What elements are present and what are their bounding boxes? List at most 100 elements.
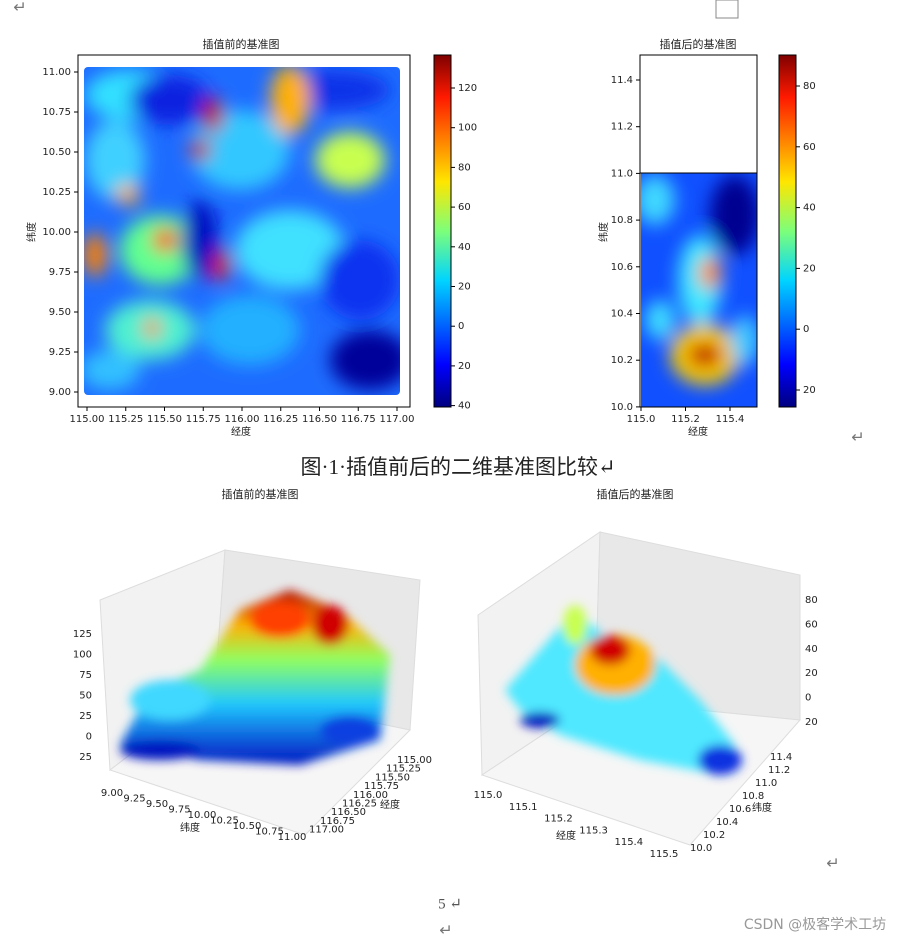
y-tick-label: 10.8 (611, 215, 633, 226)
y-tick-label: 115.50 (375, 772, 410, 783)
y-tick-label: 10.2 (611, 355, 633, 366)
x-label: 经度 (688, 425, 708, 438)
z-tick-label: 25 (79, 711, 92, 722)
y-tick-label: 10.25 (42, 187, 71, 198)
colorbar-tick-label: 60 (458, 202, 471, 213)
y-tick-label: 117.00 (309, 825, 344, 836)
x-tick-label: 117.00 (380, 414, 415, 425)
x-tick-label: 10.25 (210, 816, 239, 827)
colorbar (433, 54, 452, 408)
y-tick-label: 9.75 (49, 267, 71, 278)
y-tick-label: 115.75 (364, 781, 399, 792)
x-tick-label: 115.0 (474, 790, 503, 801)
x-tick-label: 115.0 (627, 414, 656, 425)
surface-3d (477, 531, 802, 846)
colorbar-tick-label: 20 (458, 361, 471, 372)
y-tick-label: 10.00 (42, 227, 71, 238)
caption: 图·1·插值前后的二维基准图比较↵ (300, 455, 615, 479)
y-tick-label: 10.4 (611, 309, 633, 320)
y-tick-label: 116.00 (353, 790, 388, 801)
paragraph-mark: ↵ (13, 0, 26, 17)
heatmap (641, 173, 757, 407)
z-tick-label: 20 (805, 717, 818, 728)
y-tick-label: 10.6 (729, 804, 751, 815)
watermark: CSDN @极客学术工坊 (744, 916, 886, 933)
paragraph-mark: ↵ (826, 854, 839, 873)
x-tick-label: 115.75 (186, 414, 221, 425)
colorbar-tick-label: 20 (458, 282, 471, 293)
x-tick-label: 115.1 (509, 802, 538, 813)
y-tick-label: 116.75 (320, 816, 355, 827)
z-tick-label: 100 (73, 650, 92, 661)
x-label: 经度 (556, 829, 576, 842)
z-tick-label: 25 (79, 752, 92, 763)
paragraph-mark: ↵ (439, 921, 452, 940)
x-tick-label: 116.00 (225, 414, 260, 425)
x-tick-label: 11.00 (278, 832, 307, 843)
z-tick-label: 50 (79, 691, 92, 702)
y-label: 纬度 (25, 222, 38, 242)
x-tick-label: 116.75 (341, 414, 376, 425)
y-label: 纬度 (597, 222, 610, 242)
y-tick-label: 11.00 (42, 67, 71, 78)
x-tick-label: 115.4 (716, 414, 745, 425)
x-tick-label: 115.50 (147, 414, 182, 425)
x-tick-label: 9.75 (168, 805, 190, 816)
y-tick-label: 115.25 (386, 764, 421, 775)
axes-frame (639, 172, 758, 408)
z-tick-label: 0 (805, 693, 811, 704)
colorbar-tick-label: 40 (458, 401, 471, 412)
y-tick-label: 9.00 (49, 387, 71, 398)
x-tick-label: 116.50 (302, 414, 337, 425)
x-tick-label: 115.00 (70, 414, 105, 425)
y-tick-label: 11.0 (611, 168, 633, 179)
y-tick-label: 11.4 (611, 75, 633, 86)
axes-title: 插值前的基准图 (222, 487, 299, 501)
colorbar-tick-label: 40 (458, 242, 471, 253)
x-tick-label: 115.4 (614, 837, 643, 848)
x-tick-label: 10.00 (188, 810, 217, 821)
colorbar-tick-label: 80 (803, 81, 816, 92)
y-tick-label: 10.4 (716, 817, 738, 828)
y-label: 纬度 (752, 801, 772, 814)
colorbar-tick-label: 80 (458, 162, 471, 173)
z-tick-label: 80 (805, 595, 818, 606)
y-tick-label: 116.25 (342, 799, 377, 810)
y-tick-label: 10.50 (42, 147, 71, 158)
colorbar-tick-label: 60 (803, 142, 816, 153)
x-tick-label: 115.2 (671, 414, 700, 425)
y-tick-label: 10.6 (611, 262, 633, 273)
y-tick-label: 10.0 (690, 843, 712, 854)
colorbar (778, 54, 797, 408)
z-tick-label: 20 (805, 668, 818, 679)
x-tick-label: 9.00 (101, 788, 123, 799)
z-tick-label: 40 (805, 644, 818, 655)
z-tick-label: 60 (805, 619, 818, 630)
y-tick-label: 10.8 (742, 791, 764, 802)
z-tick-label: 75 (79, 670, 92, 681)
box (715, 0, 739, 19)
y-tick-label: 10.0 (611, 402, 633, 413)
y-tick-label: 10.2 (703, 830, 725, 841)
axes-title: 插值后的基准图 (660, 37, 737, 51)
x-tick-label: 115.25 (108, 414, 143, 425)
x-label: 纬度 (180, 821, 200, 834)
y-tick-label: 116.50 (331, 807, 366, 818)
y-tick-label: 9.50 (49, 307, 71, 318)
z-tick-label: 125 (73, 629, 92, 640)
x-tick-label: 10.50 (233, 821, 262, 832)
axes-title: 插值前的基准图 (203, 37, 280, 51)
z-tick-label: 0 (86, 732, 92, 743)
colorbar-tick-label: 120 (458, 83, 477, 94)
colorbar-tick-label: 0 (458, 321, 464, 332)
x-tick-label: 9.25 (123, 794, 145, 805)
colorbar-tick-label: 40 (803, 203, 816, 214)
x-tick-label: 115.3 (579, 825, 608, 836)
x-tick-label: 10.75 (255, 827, 284, 838)
x-tick-label: 116.25 (263, 414, 298, 425)
y-tick-label: 11.2 (768, 765, 790, 776)
x-label: 经度 (231, 425, 251, 438)
y-label: 经度 (380, 798, 400, 811)
y-tick-label: 11.4 (770, 752, 792, 763)
